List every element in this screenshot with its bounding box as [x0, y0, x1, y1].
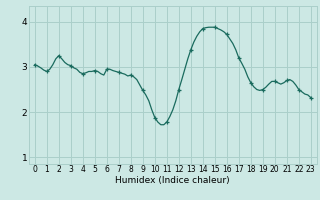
X-axis label: Humidex (Indice chaleur): Humidex (Indice chaleur): [116, 176, 230, 185]
